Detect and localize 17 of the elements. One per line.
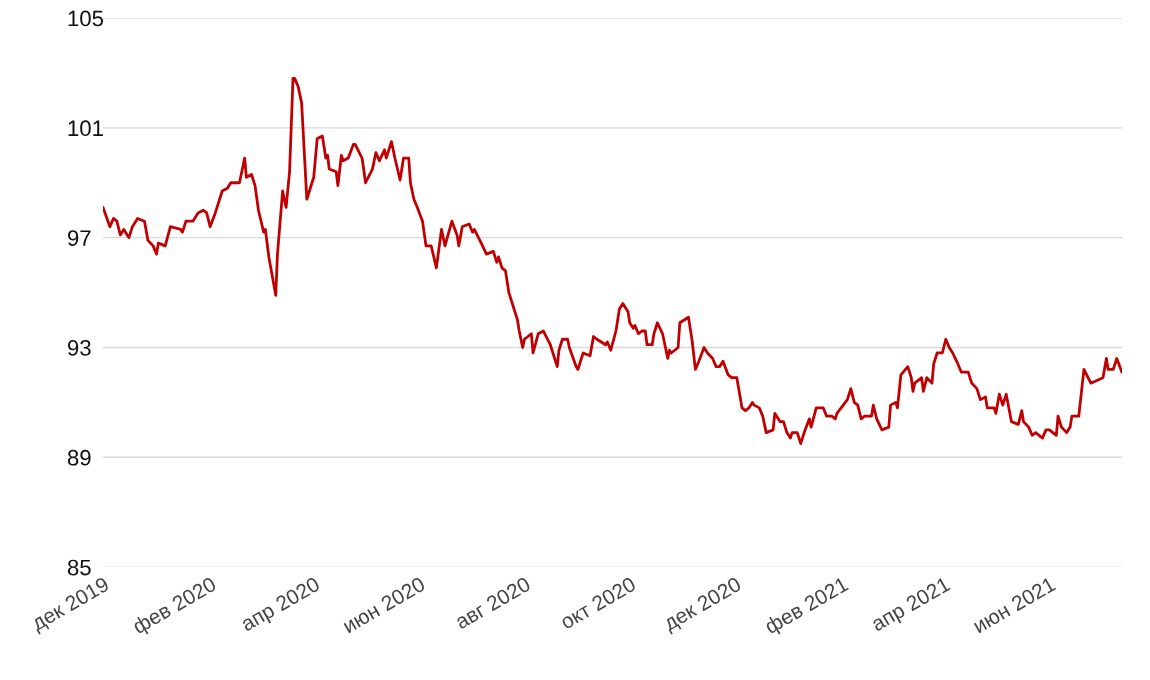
x-tick-label: фев 2020 xyxy=(131,575,220,638)
x-tick-label: дек 2020 xyxy=(661,576,745,635)
line-series xyxy=(103,77,1122,445)
y-tick-label: 85 xyxy=(67,559,91,576)
x-tick-label: дек 2019 xyxy=(29,576,112,635)
x-tick-label: окт 2020 xyxy=(559,576,637,630)
y-tick-label: 97 xyxy=(67,230,91,246)
y-tick-label: 105 xyxy=(68,10,104,27)
x-tick-label: фев 2021 xyxy=(763,575,852,638)
x-tick-label: апр 2020 xyxy=(239,576,323,636)
x-tick-label: авг 2020 xyxy=(454,576,532,630)
y-tick-label: 101 xyxy=(68,120,103,137)
x-tick-label: июн 2021 xyxy=(972,576,1057,634)
x-tick-label: июн 2020 xyxy=(341,576,427,634)
y-tick-label: 89 xyxy=(67,449,91,466)
y-tick-label: 93 xyxy=(67,340,91,356)
x-tick-label: апр 2021 xyxy=(870,576,953,636)
